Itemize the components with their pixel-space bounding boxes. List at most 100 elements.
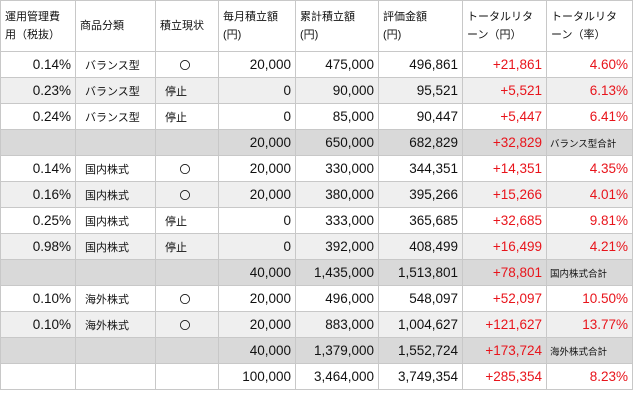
cell: +121,627 bbox=[462, 311, 547, 338]
cell: 0.16% bbox=[0, 181, 76, 208]
header-row: 運用管理費 用（税抜） 商品分類 積立現状 毎月積立額 (円) 累計積立額 (円) 評価金… bbox=[0, 0, 633, 52]
header-cell: 積立現状 bbox=[155, 0, 219, 52]
subtotal-cell: 1,435,000 bbox=[295, 259, 379, 286]
empty-cell bbox=[0, 363, 76, 390]
table-body: 0.14% バランス型〇 20,000 475,000 496,861 +21,861 4.… bbox=[0, 51, 633, 390]
subtotal-cell: 650,000 bbox=[295, 129, 379, 156]
subtotal-row: 20,000 650,000 682,829 +32,829 バランス型合計 bbox=[0, 129, 633, 156]
empty-cell bbox=[0, 259, 76, 286]
cell: 0 bbox=[218, 207, 296, 234]
data-row: 0.98% 国内株式 停止 0 392,000 408,499 +16,499 4.21% bbox=[0, 233, 633, 260]
cell: 海外株式 bbox=[75, 285, 156, 312]
cell: バランス型 bbox=[75, 103, 156, 130]
cell: 〇 bbox=[155, 155, 219, 182]
empty-cell bbox=[75, 337, 156, 364]
subtotal-cell: 1,513,801 bbox=[378, 259, 463, 286]
cell: +14,351 bbox=[462, 155, 547, 182]
total-cell: 3,464,000 bbox=[295, 363, 379, 390]
cell: 〇 bbox=[155, 311, 219, 338]
cell: 6.41% bbox=[546, 103, 633, 130]
cell: 0 bbox=[218, 233, 296, 260]
total-cell: +285,354 bbox=[462, 363, 547, 390]
cell: 1,004,627 bbox=[378, 311, 463, 338]
cell: 0.24% bbox=[0, 103, 76, 130]
header-cell: トータルリタ ーン（円） bbox=[462, 0, 547, 52]
empty-cell bbox=[75, 129, 156, 156]
cell: +5,447 bbox=[462, 103, 547, 130]
cell: 海外株式 bbox=[75, 311, 156, 338]
cell: +15,266 bbox=[462, 181, 547, 208]
empty-cell bbox=[75, 259, 156, 286]
subtotal-cell: 海外株式合計 bbox=[546, 337, 633, 364]
total-cell: 8.23% bbox=[546, 363, 633, 390]
subtotal-cell: 1,379,000 bbox=[295, 337, 379, 364]
cell: 国内株式 bbox=[75, 233, 156, 260]
data-row: 0.14% 国内株式〇 20,000 330,000 344,351 +14,351 4.3… bbox=[0, 155, 633, 182]
header-cell: 商品分類 bbox=[75, 0, 156, 52]
subtotal-cell: 20,000 bbox=[218, 129, 296, 156]
cell: +16,499 bbox=[462, 233, 547, 260]
cell: 10.50% bbox=[546, 285, 633, 312]
cell: +32,685 bbox=[462, 207, 547, 234]
data-row: 0.14% バランス型〇 20,000 475,000 496,861 +21,861 4.… bbox=[0, 51, 633, 78]
cell: 20,000 bbox=[218, 311, 296, 338]
header-cell: 累計積立額 (円) bbox=[295, 0, 379, 52]
cell: 0.14% bbox=[0, 155, 76, 182]
cell: 496,861 bbox=[378, 51, 463, 78]
cell: 13.77% bbox=[546, 311, 633, 338]
cell: 20,000 bbox=[218, 155, 296, 182]
subtotal-cell: 1,552,724 bbox=[378, 337, 463, 364]
cell: 20,000 bbox=[218, 51, 296, 78]
cell: 90,447 bbox=[378, 103, 463, 130]
cell: 0.10% bbox=[0, 311, 76, 338]
cell: 95,521 bbox=[378, 77, 463, 104]
cell: 90,000 bbox=[295, 77, 379, 104]
header-cell: 毎月積立額 (円) bbox=[218, 0, 296, 52]
cell: 85,000 bbox=[295, 103, 379, 130]
cell: 4.60% bbox=[546, 51, 633, 78]
cell: 0 bbox=[218, 103, 296, 130]
cell: 475,000 bbox=[295, 51, 379, 78]
cell: 380,000 bbox=[295, 181, 379, 208]
empty-cell bbox=[155, 259, 219, 286]
cell: 国内株式 bbox=[75, 207, 156, 234]
subtotal-cell: 682,829 bbox=[378, 129, 463, 156]
cell: 548,097 bbox=[378, 285, 463, 312]
subtotal-cell: +32,829 bbox=[462, 129, 547, 156]
cell: 国内株式 bbox=[75, 155, 156, 182]
empty-cell bbox=[75, 363, 156, 390]
subtotal-cell: 40,000 bbox=[218, 337, 296, 364]
cell: 停止 bbox=[155, 103, 219, 130]
fund-table: 運用管理費 用（税抜） 商品分類 積立現状 毎月積立額 (円) 累計積立額 (円) 評価金… bbox=[0, 0, 633, 390]
subtotal-row: 40,000 1,379,000 1,552,724 +173,724 海外株式合計 bbox=[0, 337, 633, 364]
cell: 20,000 bbox=[218, 181, 296, 208]
empty-cell bbox=[155, 337, 219, 364]
total-cell: 100,000 bbox=[218, 363, 296, 390]
cell: 0.25% bbox=[0, 207, 76, 234]
cell: 408,499 bbox=[378, 233, 463, 260]
data-row: 0.25% 国内株式 停止 0 333,000 365,685 +32,685 9.81% bbox=[0, 207, 633, 234]
header-cell: 評価金額 (円) bbox=[378, 0, 463, 52]
subtotal-cell: 国内株式合計 bbox=[546, 259, 633, 286]
cell: 20,000 bbox=[218, 285, 296, 312]
cell: 0 bbox=[218, 77, 296, 104]
cell: +52,097 bbox=[462, 285, 547, 312]
cell: 6.13% bbox=[546, 77, 633, 104]
subtotal-cell: +173,724 bbox=[462, 337, 547, 364]
cell: 0.10% bbox=[0, 285, 76, 312]
cell: 330,000 bbox=[295, 155, 379, 182]
cell: バランス型 bbox=[75, 77, 156, 104]
cell: 4.21% bbox=[546, 233, 633, 260]
subtotal-cell: バランス型合計 bbox=[546, 129, 633, 156]
data-row: 0.10% 海外株式〇 20,000 496,000 548,097 +52,097 10.… bbox=[0, 285, 633, 312]
cell: 344,351 bbox=[378, 155, 463, 182]
total-row: 100,000 3,464,000 3,749,354 +285,354 8.23% bbox=[0, 363, 633, 390]
cell: 365,685 bbox=[378, 207, 463, 234]
header-cell: 運用管理費 用（税抜） bbox=[0, 0, 76, 52]
empty-cell bbox=[0, 129, 76, 156]
cell: 〇 bbox=[155, 285, 219, 312]
cell: バランス型 bbox=[75, 51, 156, 78]
cell: 496,000 bbox=[295, 285, 379, 312]
cell: 停止 bbox=[155, 77, 219, 104]
